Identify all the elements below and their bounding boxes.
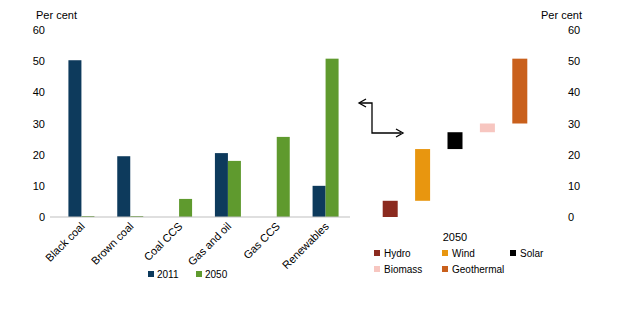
y-tick-label: 20 <box>568 149 580 161</box>
legend-label: Solar <box>520 248 544 259</box>
y-tick-label: 50 <box>33 55 45 67</box>
y-tick-label: 30 <box>568 118 580 130</box>
legend-label: Wind <box>452 248 475 259</box>
legend-swatch <box>196 271 202 277</box>
arrow-line <box>360 103 401 133</box>
floating-bar <box>448 132 463 149</box>
plot-area <box>68 59 338 217</box>
arrow-head <box>359 99 366 107</box>
legend-label: 2050 <box>205 269 228 280</box>
connector-arrow <box>359 99 403 137</box>
y-tick-label: 40 <box>33 86 45 98</box>
floating-bar <box>512 59 527 124</box>
bar <box>313 186 326 217</box>
chart-root: 0 10 20 30 40 50 60 Per cent Black coalBrown coa… <box>0 0 619 312</box>
bar <box>117 156 130 217</box>
legend-label: 2011 <box>157 269 179 280</box>
legend-label: Biomass <box>384 264 422 275</box>
y-axis-label: Per cent <box>36 9 77 21</box>
y-tick-label: 60 <box>568 24 580 36</box>
x-tick-label: Brown coal <box>89 220 136 267</box>
x-tick-label: Gas and oil <box>185 220 233 268</box>
y-axis-label: Per cent <box>541 9 582 21</box>
chart-1: 0 10 20 30 40 50 60 Per cent 2050 Hydro Wind Solar B… <box>374 9 582 275</box>
floating-bar <box>480 124 495 133</box>
bar <box>179 199 192 217</box>
x-tick-label: Black coal <box>43 220 87 264</box>
legend-swatch <box>442 266 448 272</box>
x-axis-label: 2050 <box>443 231 467 243</box>
chart-0: 0 10 20 30 40 50 60 Per cent Black coalBrown coa… <box>33 9 350 280</box>
y-tick-label: 60 <box>33 24 45 36</box>
y-tick-label: 10 <box>568 180 580 192</box>
bar <box>277 137 290 217</box>
y-tick-label: 0 <box>39 211 45 223</box>
legend-swatch <box>510 250 516 256</box>
bar <box>68 60 81 217</box>
x-tick-label: Gas CCS <box>241 220 282 261</box>
bar <box>228 161 241 217</box>
y-tick-label: 30 <box>33 118 45 130</box>
bar <box>215 153 228 217</box>
y-tick-label: 50 <box>568 55 580 67</box>
legend-label: Hydro <box>384 248 411 259</box>
y-tick-label: 40 <box>568 86 580 98</box>
legend-swatch <box>442 250 448 256</box>
y-tick-label: 0 <box>568 211 574 223</box>
legend-swatch <box>374 250 380 256</box>
bar <box>326 59 339 217</box>
y-tick-label: 20 <box>33 149 45 161</box>
legend-swatch <box>148 271 154 277</box>
legend-label: Geothermal <box>452 264 504 275</box>
floating-bar <box>383 201 398 217</box>
arrow-head <box>396 129 403 137</box>
floating-bar <box>415 149 430 201</box>
x-axis-line <box>50 217 350 218</box>
x-tick-label: Renewables <box>280 220 332 272</box>
plot-area <box>383 59 528 217</box>
legend-swatch <box>374 266 380 272</box>
y-tick-label: 10 <box>33 180 45 192</box>
x-tick-label: Coal CCS <box>141 220 184 263</box>
